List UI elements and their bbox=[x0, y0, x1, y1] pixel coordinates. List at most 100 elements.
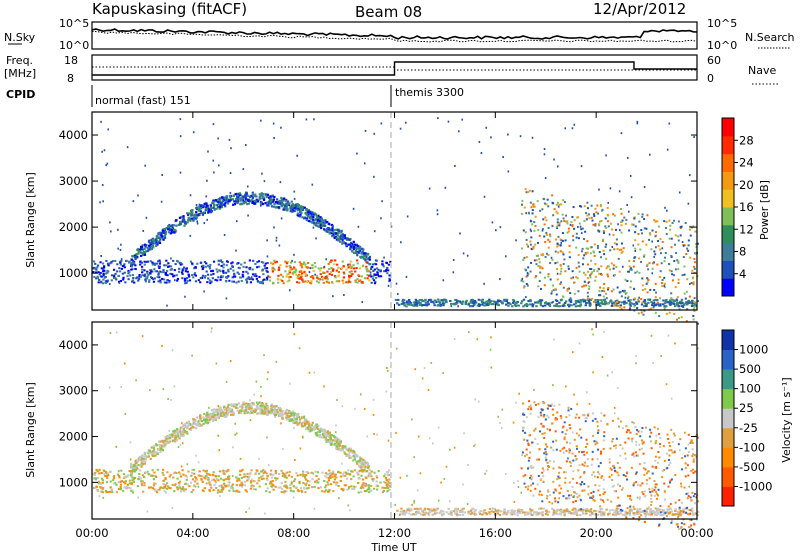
echo-cell bbox=[358, 245, 362, 249]
echo-cell bbox=[366, 466, 370, 469]
echo-cell bbox=[252, 259, 255, 262]
echo-cell bbox=[689, 302, 692, 305]
echo-cell bbox=[231, 276, 234, 279]
echo-cell bbox=[290, 411, 294, 414]
echo-cell bbox=[212, 199, 215, 202]
echo-cell bbox=[102, 272, 105, 275]
echo-cell bbox=[251, 196, 254, 200]
echo-cell bbox=[319, 273, 322, 276]
echo-cell bbox=[310, 214, 313, 217]
echo-cell bbox=[598, 188, 600, 191]
echo-cell bbox=[387, 469, 391, 472]
echo-cell bbox=[212, 473, 215, 476]
echo-cell bbox=[364, 259, 367, 262]
echo-cell bbox=[605, 257, 608, 260]
echo-cell bbox=[381, 260, 384, 263]
echo-cell bbox=[204, 209, 207, 212]
echo-cell bbox=[158, 259, 161, 262]
echo-cell bbox=[607, 265, 610, 268]
echo-cell bbox=[543, 223, 546, 226]
echo-cell bbox=[650, 301, 653, 304]
echo-cell bbox=[200, 261, 203, 264]
echo-cell bbox=[375, 485, 378, 488]
echo-cell bbox=[211, 269, 214, 272]
echo-cell bbox=[331, 232, 334, 235]
echo-cell bbox=[674, 268, 677, 271]
echo-cell bbox=[215, 198, 218, 202]
echo-cell bbox=[696, 242, 699, 245]
echo-cell bbox=[339, 231, 342, 234]
echo-cell bbox=[224, 197, 227, 200]
echo-cell bbox=[601, 302, 605, 305]
echo-cell bbox=[120, 267, 124, 270]
echo-cell bbox=[480, 299, 483, 302]
echo-cell bbox=[308, 484, 311, 487]
echo-cell bbox=[198, 214, 201, 217]
echo-cell bbox=[388, 274, 391, 277]
echo-cell bbox=[267, 202, 270, 205]
echo-cell bbox=[629, 268, 632, 271]
echo-cell bbox=[277, 206, 280, 209]
echo-cell bbox=[298, 277, 301, 280]
echo-cell bbox=[338, 440, 341, 444]
echo-cell bbox=[530, 248, 533, 251]
echo-cell bbox=[194, 274, 198, 277]
echo-cell bbox=[139, 254, 143, 257]
echo-cell bbox=[197, 206, 200, 210]
echo-cell bbox=[290, 475, 293, 478]
echo-cell bbox=[206, 421, 209, 425]
echo-cell bbox=[693, 267, 696, 270]
echo-cell bbox=[335, 439, 339, 442]
echo-cell bbox=[178, 261, 181, 264]
echo-cell bbox=[141, 454, 144, 457]
echo-cell bbox=[579, 225, 582, 228]
echo-cell bbox=[649, 233, 652, 236]
echo-cell bbox=[229, 486, 233, 489]
echo-cell bbox=[428, 509, 432, 512]
echo-cell bbox=[195, 423, 199, 426]
echo-cell bbox=[550, 301, 553, 304]
echo-cell bbox=[418, 304, 422, 307]
echo-cell bbox=[381, 486, 384, 489]
echo-cell bbox=[173, 269, 176, 272]
echo-cell bbox=[243, 473, 246, 476]
power-colorbar-tick-label: 16 bbox=[739, 200, 754, 214]
echo-cell bbox=[353, 246, 356, 249]
echo-cell bbox=[307, 209, 311, 212]
echo-cell bbox=[270, 403, 273, 406]
echo-cell bbox=[206, 208, 209, 211]
echo-cell bbox=[178, 267, 181, 270]
echo-cell bbox=[105, 481, 109, 484]
echo-cell bbox=[632, 223, 635, 226]
echo-cell bbox=[357, 464, 361, 467]
echo-cell bbox=[237, 195, 240, 198]
echo-cell bbox=[143, 253, 147, 256]
echo-cell bbox=[326, 434, 329, 437]
echo-cell bbox=[559, 244, 562, 247]
echo-cell bbox=[231, 413, 234, 416]
echo-cell bbox=[130, 280, 134, 283]
echo-cell bbox=[100, 477, 104, 480]
echo-cell bbox=[219, 408, 222, 411]
echo-cell bbox=[279, 278, 282, 281]
echo-cell bbox=[208, 473, 212, 476]
echo-cell bbox=[158, 240, 161, 243]
echo-cell bbox=[192, 418, 195, 421]
echo-cell bbox=[241, 273, 244, 276]
echo-cell bbox=[536, 301, 540, 304]
echo-cell bbox=[668, 122, 671, 125]
echo-cell bbox=[174, 263, 177, 266]
echo-cell bbox=[360, 255, 364, 258]
echo-cell bbox=[251, 268, 254, 271]
echo-cell bbox=[220, 201, 224, 204]
echo-cell bbox=[219, 276, 223, 279]
echo-cell bbox=[299, 213, 302, 217]
echo-cell bbox=[561, 213, 564, 216]
echo-cell bbox=[406, 300, 409, 303]
echo-cell bbox=[371, 265, 374, 268]
echo-cell bbox=[575, 246, 578, 249]
echo-cell bbox=[595, 510, 598, 513]
echo-cell bbox=[646, 264, 649, 267]
echo-cell bbox=[308, 430, 312, 433]
echo-cell bbox=[217, 164, 220, 167]
